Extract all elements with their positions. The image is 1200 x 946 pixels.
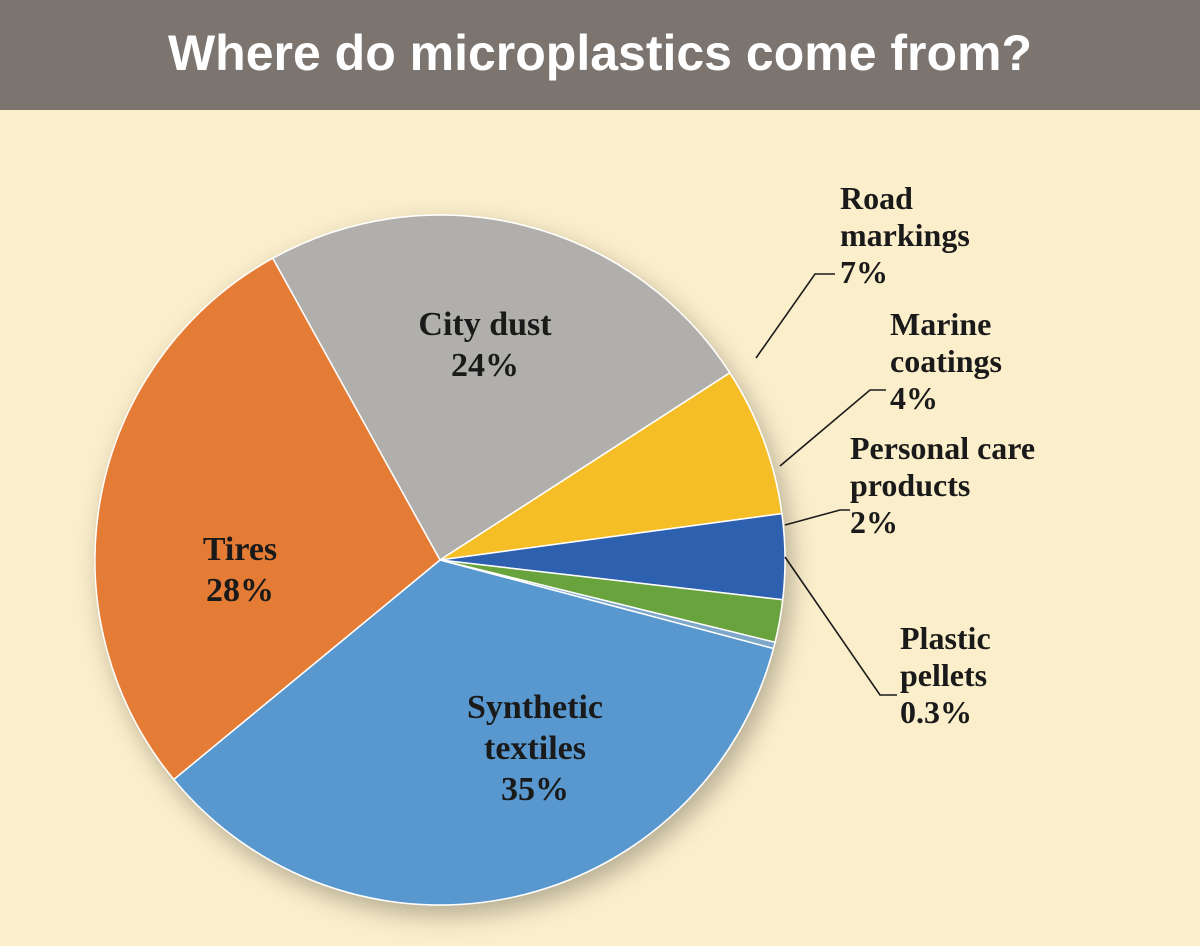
label-tires: Tires28% [140, 530, 340, 612]
label-synthetic_textiles: Synthetictextiles35% [425, 688, 645, 810]
ext-label-personal_care: Personal careproducts2% [850, 430, 1035, 540]
label-city_dust: City dust24% [375, 305, 595, 387]
leader-personal_care [785, 510, 850, 525]
ext-label-marine_coatings: Marinecoatings4% [890, 306, 1002, 416]
chart-area: City dust24% Synthetictextiles35% Tires28%… [0, 110, 1200, 946]
chart-title: Where do microplastics come from? [168, 25, 1032, 81]
leader-road_markings [756, 274, 835, 358]
ext-label-road_markings: Roadmarkings7% [840, 180, 970, 290]
ext-label-plastic_pellets: Plasticpellets0.3% [900, 620, 991, 730]
chart-header: Where do microplastics come from? [0, 0, 1200, 110]
leader-plastic_pellets [785, 557, 897, 695]
